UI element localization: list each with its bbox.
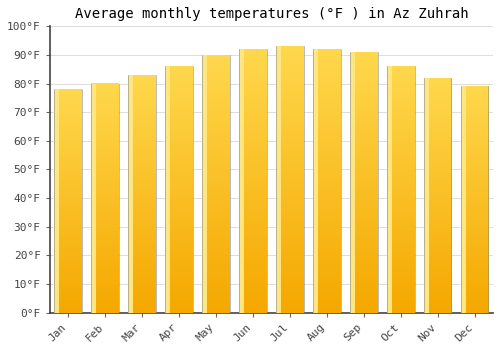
Bar (460, 86, 466, 313)
Bar (128, 75, 133, 313)
Bar (202, 55, 207, 313)
Bar (276, 46, 281, 313)
Bar (54, 89, 60, 313)
Bar (350, 52, 355, 313)
Bar (424, 78, 429, 313)
Bar (92, 84, 96, 313)
Bar (165, 66, 170, 313)
Bar (239, 49, 244, 313)
Title: Average monthly temperatures (°F ) in Az Zuhrah: Average monthly temperatures (°F ) in Az… (74, 7, 468, 21)
Bar (313, 49, 318, 313)
Bar (387, 66, 392, 313)
